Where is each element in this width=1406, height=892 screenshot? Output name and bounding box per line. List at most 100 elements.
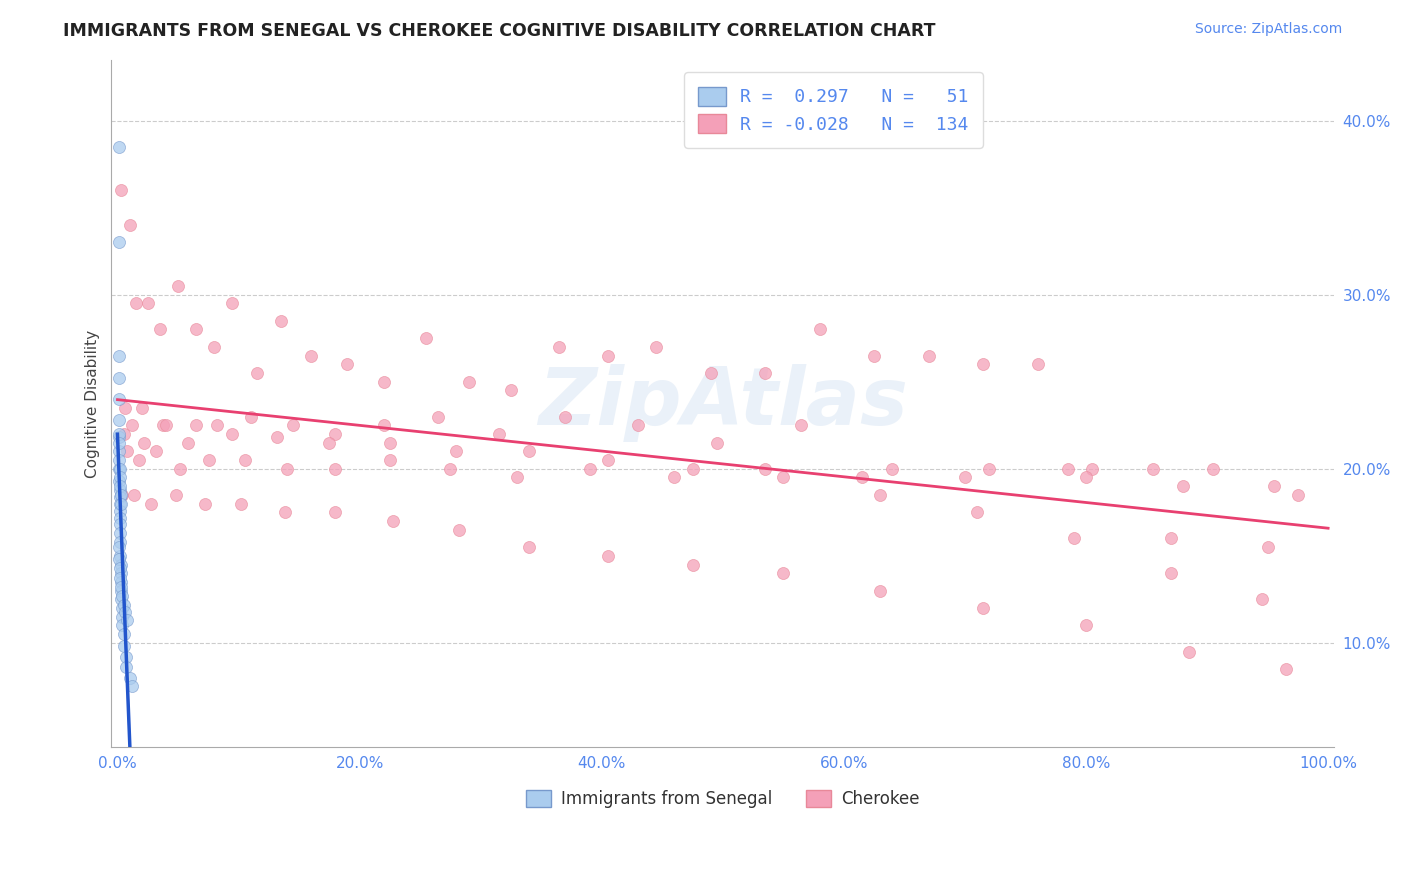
Point	[110, 574, 132, 589]
Text: Source: ZipAtlas.com: Source: ZipAtlas.com	[1195, 22, 1343, 37]
Point	[506, 470, 529, 484]
Point	[131, 401, 153, 415]
Point	[1074, 618, 1097, 632]
Point	[772, 566, 794, 581]
Point	[107, 474, 129, 488]
Point	[107, 444, 129, 458]
Point	[517, 540, 540, 554]
Point	[121, 680, 143, 694]
Point	[108, 561, 131, 575]
Point	[149, 322, 172, 336]
Point	[246, 366, 269, 380]
Point	[107, 552, 129, 566]
Point	[108, 470, 131, 484]
Point	[186, 322, 208, 336]
Point	[107, 413, 129, 427]
Point	[1274, 662, 1296, 676]
Point	[966, 505, 988, 519]
Point	[972, 357, 994, 371]
Point	[169, 462, 191, 476]
Point	[318, 435, 340, 450]
Point	[107, 453, 129, 467]
Point	[107, 371, 129, 385]
Point	[808, 322, 831, 336]
Point	[124, 296, 146, 310]
Point	[111, 601, 134, 615]
Point	[110, 183, 132, 197]
Point	[108, 479, 131, 493]
Point	[270, 314, 292, 328]
Point	[1202, 462, 1225, 476]
Point	[554, 409, 576, 424]
Point	[299, 349, 322, 363]
Point	[118, 671, 141, 685]
Point	[427, 409, 450, 424]
Point	[108, 462, 131, 476]
Point	[128, 453, 150, 467]
Point	[107, 235, 129, 250]
Point	[110, 497, 132, 511]
Point	[136, 296, 159, 310]
Point	[1056, 462, 1078, 476]
Point	[107, 426, 129, 441]
Point	[239, 409, 262, 424]
Point	[499, 384, 522, 398]
Point	[917, 349, 939, 363]
Point	[1250, 592, 1272, 607]
Point	[198, 453, 221, 467]
Point	[110, 558, 132, 572]
Point	[108, 503, 131, 517]
Text: ZipAtlas: ZipAtlas	[538, 365, 908, 442]
Point	[457, 375, 479, 389]
Point	[107, 435, 129, 450]
Point	[596, 453, 619, 467]
Point	[121, 418, 143, 433]
Point	[1081, 462, 1104, 476]
Point	[446, 444, 468, 458]
Point	[596, 349, 619, 363]
Point	[276, 462, 298, 476]
Point	[233, 453, 256, 467]
Point	[111, 618, 134, 632]
Legend: Immigrants from Senegal, Cherokee: Immigrants from Senegal, Cherokee	[520, 783, 927, 814]
Point	[110, 583, 132, 598]
Point	[152, 418, 174, 433]
Point	[110, 592, 132, 607]
Point	[336, 357, 359, 371]
Point	[869, 583, 891, 598]
Point	[114, 605, 136, 619]
Point	[325, 426, 347, 441]
Point	[108, 490, 131, 504]
Point	[112, 640, 135, 654]
Point	[325, 505, 347, 519]
Point	[415, 331, 437, 345]
Y-axis label: Cognitive Disability: Cognitive Disability	[86, 329, 100, 477]
Point	[706, 435, 728, 450]
Point	[548, 340, 571, 354]
Point	[132, 435, 155, 450]
Point	[205, 418, 228, 433]
Point	[863, 349, 886, 363]
Point	[682, 462, 704, 476]
Point	[155, 418, 177, 433]
Point	[273, 505, 295, 519]
Point	[108, 483, 131, 497]
Point	[1160, 532, 1182, 546]
Point	[664, 470, 686, 484]
Point	[108, 571, 131, 585]
Point	[108, 517, 131, 532]
Point	[1160, 566, 1182, 581]
Point	[1063, 532, 1085, 546]
Point	[176, 435, 198, 450]
Point	[1171, 479, 1194, 493]
Point	[754, 462, 776, 476]
Point	[325, 462, 347, 476]
Point	[447, 523, 470, 537]
Point	[194, 497, 217, 511]
Text: IMMIGRANTS FROM SENEGAL VS CHEROKEE COGNITIVE DISABILITY CORRELATION CHART: IMMIGRANTS FROM SENEGAL VS CHEROKEE COGN…	[63, 22, 936, 40]
Point	[645, 340, 668, 354]
Point	[202, 340, 225, 354]
Point	[682, 558, 704, 572]
Point	[517, 444, 540, 458]
Point	[110, 580, 132, 594]
